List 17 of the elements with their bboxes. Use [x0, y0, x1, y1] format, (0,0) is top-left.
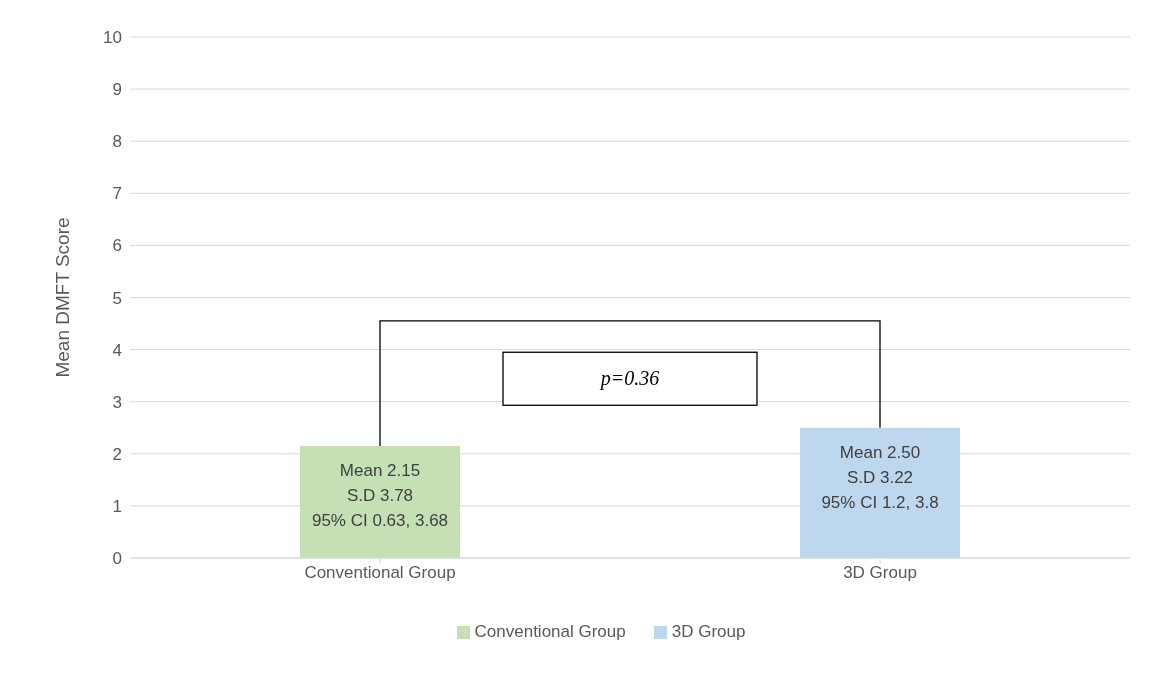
y-tick-label: 1: [112, 496, 122, 516]
y-tick-label: 2: [112, 444, 122, 464]
annotation: Mean 2.50 S.D 3.22 95% CI 1.2, 3.8: [821, 442, 939, 512]
y-tick-label: 5: [112, 288, 122, 308]
y-tick-label: 10: [103, 28, 122, 48]
y-tick-label: 3: [112, 392, 122, 412]
y-tick-label: 9: [112, 80, 122, 100]
y-tick-label: 7: [112, 184, 122, 204]
y-tick-label: 6: [112, 236, 122, 256]
legend-label: Conventional Group: [474, 622, 626, 642]
annotation: p=0.36: [598, 367, 660, 391]
legend-label: 3D Group: [671, 622, 746, 642]
annotation: Mean 2.15 S.D 3.78 95% CI 0.63, 3.68: [311, 460, 449, 530]
y-tick-label: 0: [112, 549, 122, 569]
y-tick-label: 4: [112, 340, 122, 360]
y-tick-label: 8: [112, 132, 122, 152]
y-axis-title: Mean DMFT Score: [51, 217, 73, 378]
